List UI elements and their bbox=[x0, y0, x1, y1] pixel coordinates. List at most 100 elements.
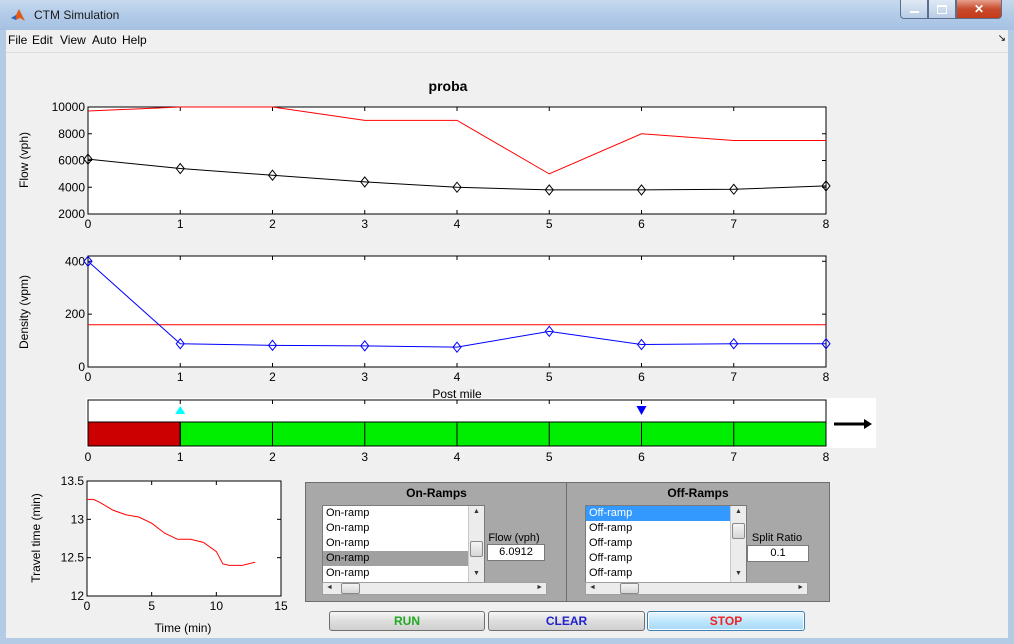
x-tick-label: 3 bbox=[361, 370, 368, 384]
plot-title: proba bbox=[429, 78, 468, 94]
on-ramps-listbox[interactable]: On-ramp On-ramp On-ramp On-ramp On-ramp ▲ ▼ bbox=[322, 505, 485, 583]
scroll-thumb[interactable] bbox=[732, 523, 745, 539]
clear-button[interactable]: CLEAR bbox=[488, 611, 645, 631]
scroll-up-icon[interactable]: ▲ bbox=[735, 508, 742, 515]
y-tick-label: 12 bbox=[71, 589, 85, 603]
scroll-right-icon[interactable]: ► bbox=[797, 584, 804, 591]
off-ramps-vscroll[interactable]: ▲ ▼ bbox=[730, 506, 746, 582]
x-tick-label: 6 bbox=[638, 217, 645, 231]
x-tick-label: 5 bbox=[148, 599, 155, 613]
off-ramp-item[interactable]: Off-ramp bbox=[589, 537, 633, 549]
maximize-icon bbox=[937, 4, 947, 14]
minimize-button[interactable] bbox=[900, 0, 928, 19]
on-ramp-item[interactable]: On-ramp bbox=[326, 567, 370, 579]
data-point-marker bbox=[452, 341, 462, 353]
hscroll-thumb[interactable] bbox=[341, 583, 360, 594]
on-ramp-item[interactable]: On-ramp bbox=[326, 537, 370, 549]
y-tick-label: 12.5 bbox=[61, 551, 85, 565]
data-point-marker bbox=[267, 339, 278, 352]
x-tick-label: 2 bbox=[269, 217, 276, 231]
x-tick-label: 8 bbox=[823, 370, 830, 384]
on-ramps-panel: On-Ramps On-ramp On-ramp On-ramp On-ramp On-… bbox=[305, 482, 568, 602]
x-tick-label: 1 bbox=[177, 450, 184, 464]
y-tick-label: 13 bbox=[71, 512, 85, 526]
off-ramp-item[interactable]: Off-ramp bbox=[589, 567, 633, 579]
data-point-marker bbox=[636, 184, 647, 196]
on-ramp-item[interactable]: On-ramp bbox=[326, 507, 370, 519]
x-tick-label: 4 bbox=[454, 217, 461, 231]
off-ramp-item[interactable]: Off-ramp bbox=[589, 522, 633, 534]
close-button[interactable]: ✕ bbox=[956, 0, 1002, 19]
menu-view[interactable]: View bbox=[60, 33, 86, 47]
close-icon: ✕ bbox=[973, 2, 985, 16]
menu-edit[interactable]: Edit bbox=[32, 33, 53, 47]
menu-auto[interactable]: Auto bbox=[92, 33, 117, 47]
y-tick-label: 8000 bbox=[58, 127, 85, 141]
x-tick-label: 4 bbox=[454, 370, 461, 384]
x-tick-label: 0 bbox=[85, 450, 92, 464]
direction-arrowhead-icon bbox=[864, 419, 872, 429]
post-mile-axis-label: Post mile bbox=[432, 387, 482, 401]
flow-input[interactable]: 6.0912 bbox=[487, 544, 545, 561]
run-button[interactable]: RUN bbox=[329, 611, 485, 631]
menu-help[interactable]: Help bbox=[122, 33, 147, 47]
y-tick-label: 0 bbox=[78, 360, 85, 374]
data-point-marker bbox=[544, 325, 554, 338]
scroll-down-icon[interactable]: ▼ bbox=[735, 570, 742, 577]
window-controls: ✕ bbox=[900, 0, 1002, 20]
y-tick-label: 200 bbox=[65, 307, 85, 321]
scroll-left-icon[interactable]: ◄ bbox=[589, 584, 596, 591]
scroll-left-icon[interactable]: ◄ bbox=[326, 584, 333, 591]
off-ramps-hscroll[interactable]: ◄ ► bbox=[585, 582, 808, 595]
plot-1-area bbox=[87, 255, 827, 368]
scroll-down-icon[interactable]: ▼ bbox=[473, 570, 480, 577]
toolbar-toggle-icon[interactable]: ↘ bbox=[997, 33, 1006, 44]
onramp-marker-icon bbox=[175, 406, 186, 414]
off-ramp-item[interactable]: Off-ramp bbox=[589, 552, 633, 564]
data-point-marker bbox=[360, 176, 370, 188]
title-bar[interactable]: CTM Simulation ✕ bbox=[0, 0, 1014, 31]
y-tick-label: 400 bbox=[65, 254, 85, 268]
data-point-marker bbox=[729, 337, 739, 350]
off-ramps-listbox[interactable]: Off-ramp Off-ramp Off-ramp Off-ramp Off-ramp… bbox=[585, 505, 747, 583]
scroll-right-icon[interactable]: ► bbox=[536, 584, 543, 591]
window-border-bottom bbox=[0, 638, 1014, 644]
data-point-marker bbox=[729, 183, 739, 196]
window-title: CTM Simulation bbox=[34, 8, 120, 22]
scroll-thumb[interactable] bbox=[470, 541, 483, 557]
menu-file[interactable]: File bbox=[8, 33, 28, 47]
series-1-line bbox=[87, 158, 827, 191]
data-point-marker bbox=[267, 169, 278, 182]
x-tick-label: 5 bbox=[546, 450, 553, 464]
y-tick-label: 4000 bbox=[58, 180, 85, 194]
on-ramps-vscroll[interactable]: ▲ ▼ bbox=[468, 506, 484, 582]
x-tick-label: 15 bbox=[274, 599, 288, 613]
on-ramps-hscroll[interactable]: ◄ ► bbox=[322, 582, 547, 595]
x-tick-label: 0 bbox=[85, 217, 92, 231]
x-tick-label: 3 bbox=[361, 450, 368, 464]
on-ramp-item[interactable]: On-ramp bbox=[323, 551, 468, 566]
hscroll-thumb[interactable] bbox=[620, 583, 639, 594]
maximize-button[interactable] bbox=[928, 0, 956, 19]
travel-time-axis-label: Travel time (min) bbox=[29, 493, 43, 583]
stop-button[interactable]: STOP bbox=[647, 611, 805, 631]
matlab-icon bbox=[11, 9, 25, 21]
plot-0-area bbox=[87, 106, 827, 215]
split-ratio-label: Split Ratio bbox=[751, 532, 803, 544]
split-ratio-input[interactable]: 0.1 bbox=[747, 545, 809, 562]
y-tick-label: 2000 bbox=[58, 207, 85, 221]
window-border-left bbox=[0, 30, 6, 644]
y-tick-label: 13.5 bbox=[61, 474, 85, 488]
flow-label: Flow (vph) bbox=[488, 532, 540, 544]
series-1-line bbox=[87, 260, 826, 348]
offramp-marker-icon bbox=[636, 406, 647, 415]
scroll-up-icon[interactable]: ▲ bbox=[473, 508, 480, 515]
time-axis-label: Time (min) bbox=[155, 621, 212, 635]
off-ramps-title: Off-Ramps bbox=[667, 486, 729, 500]
data-point-marker bbox=[83, 153, 93, 165]
on-ramp-item[interactable]: On-ramp bbox=[326, 522, 370, 534]
x-tick-label: 8 bbox=[823, 450, 830, 464]
off-ramp-item[interactable]: Off-ramp bbox=[586, 506, 730, 521]
